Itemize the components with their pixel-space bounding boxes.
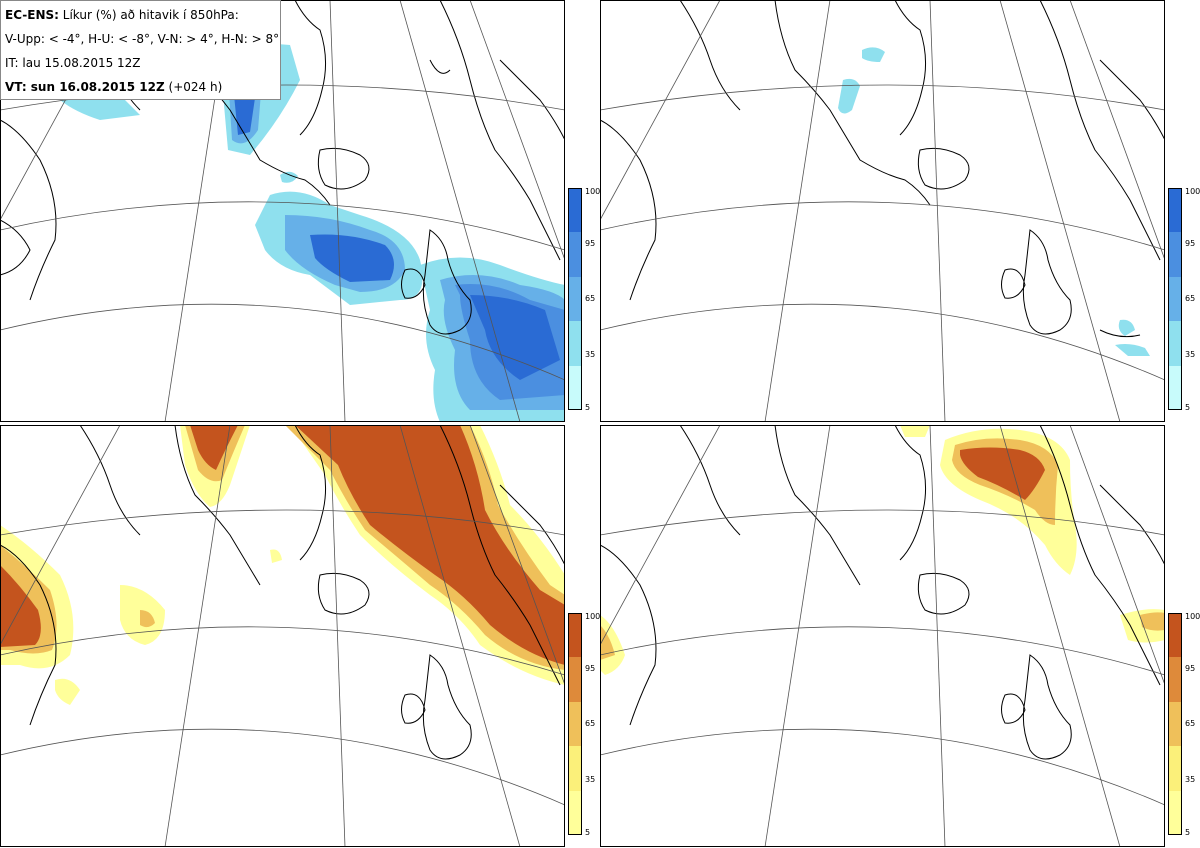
- colorbar-cold-top-right: 100 95 65 35 5: [1168, 187, 1200, 412]
- colorbar-tick-label: 100: [1185, 612, 1200, 621]
- colorbar-segment: [568, 613, 582, 658]
- colorbar-tick-label: 100: [585, 187, 601, 196]
- colorbar-tick-label: 100: [1185, 187, 1200, 196]
- colorbar-cold-top-left: 100 95 65 35 5: [568, 187, 601, 412]
- colorbar-tick-label: 95: [585, 238, 596, 248]
- map-canvas: [0, 425, 565, 847]
- colorbar-tick-label: 65: [1185, 719, 1196, 728]
- lead-time: (+024 h): [168, 80, 223, 94]
- probability-fill: [600, 425, 1165, 675]
- map-canvas: [600, 0, 1165, 422]
- colorbar-segment: [568, 365, 582, 410]
- colorbar-tick-label: 65: [585, 719, 596, 728]
- parameter-text: Líkur (%) að hitavik í 850hPa:: [62, 8, 239, 22]
- colorbar-segment: [568, 321, 582, 366]
- graticule: [0, 0, 565, 422]
- map-panel-cold-4: EC-ENS: Líkur (%) að hitavik í 850hPa: V…: [0, 0, 565, 422]
- colorbar-tick-label: 5: [1185, 828, 1191, 837]
- info-title-line: EC-ENS: Líkur (%) að hitavik í 850hPa:: [5, 5, 280, 29]
- coastlines: [0, 425, 565, 760]
- colorbar-segment: [1168, 276, 1182, 322]
- graticule: [0, 425, 565, 847]
- colorbar-segment: [568, 276, 582, 322]
- coastlines: [600, 425, 1165, 760]
- colorbar-tick-label: 35: [585, 349, 596, 359]
- colorbar-segment: [568, 232, 582, 277]
- colorbar-segment: [1168, 790, 1182, 835]
- forecast-info-box: EC-ENS: Líkur (%) að hitavik í 850hPa: V…: [0, 0, 281, 100]
- colorbar-tick-label: 5: [1185, 403, 1191, 412]
- colorbar-tick-label: 65: [585, 294, 596, 303]
- map-panel-cold-8: [600, 0, 1165, 422]
- thresholds-text: V-Upp: < -4°, H-U: < -8°, V-N: > 4°, H-N…: [5, 32, 280, 46]
- colorbar-tick-label: 100: [585, 612, 601, 621]
- map-panel-warm-8: [600, 425, 1165, 847]
- coastlines: [0, 0, 565, 335]
- colorbar-warm-bottom-right: 100 95 65 35 5: [1168, 612, 1200, 837]
- colorbar-segment: [568, 701, 582, 747]
- graticule: [600, 425, 1165, 847]
- colorbar-segment: [1168, 321, 1182, 366]
- colorbar-tick-label: 95: [585, 663, 596, 673]
- colorbar-warm-bottom-left: 100 95 65 35 5: [568, 612, 601, 837]
- colorbar-tick-label: 35: [1185, 349, 1196, 359]
- colorbar-segment: [1168, 232, 1182, 277]
- colorbar-tick-label: 95: [1185, 238, 1196, 248]
- valid-time-line: VT: sun 16.08.2015 12Z (+024 h): [5, 77, 280, 101]
- colorbar-tick-label: 35: [585, 774, 596, 784]
- colorbar-tick-label: 35: [1185, 774, 1196, 784]
- model-name: EC-ENS:: [5, 8, 59, 22]
- colorbar-segment: [1168, 746, 1182, 791]
- colorbar-segment: [568, 746, 582, 791]
- colorbar-segment: [568, 657, 582, 702]
- colorbar-segment: [1168, 613, 1182, 658]
- issue-time: IT: lau 15.08.2015 12Z: [5, 56, 141, 70]
- colorbar-segment: [1168, 188, 1182, 233]
- graticule: [600, 0, 1165, 422]
- colorbar-segment: [1168, 657, 1182, 702]
- probability-fill: [0, 425, 565, 705]
- valid-time: VT: sun 16.08.2015 12Z: [5, 80, 165, 94]
- colorbar-segment: [1168, 365, 1182, 410]
- map-canvas: [0, 0, 565, 422]
- probability-fill: [838, 47, 1150, 356]
- colorbar-segment: [568, 790, 582, 835]
- map-canvas: [600, 425, 1165, 847]
- colorbar-tick-label: 65: [1185, 294, 1196, 303]
- colorbar-tick-label: 5: [585, 403, 591, 412]
- colorbar-tick-label: 95: [1185, 663, 1196, 673]
- coastlines: [600, 0, 1165, 338]
- colorbar-tick-label: 5: [585, 828, 591, 837]
- map-panel-warm-4: [0, 425, 565, 847]
- colorbar-segment: [568, 188, 582, 233]
- colorbar-segment: [1168, 701, 1182, 747]
